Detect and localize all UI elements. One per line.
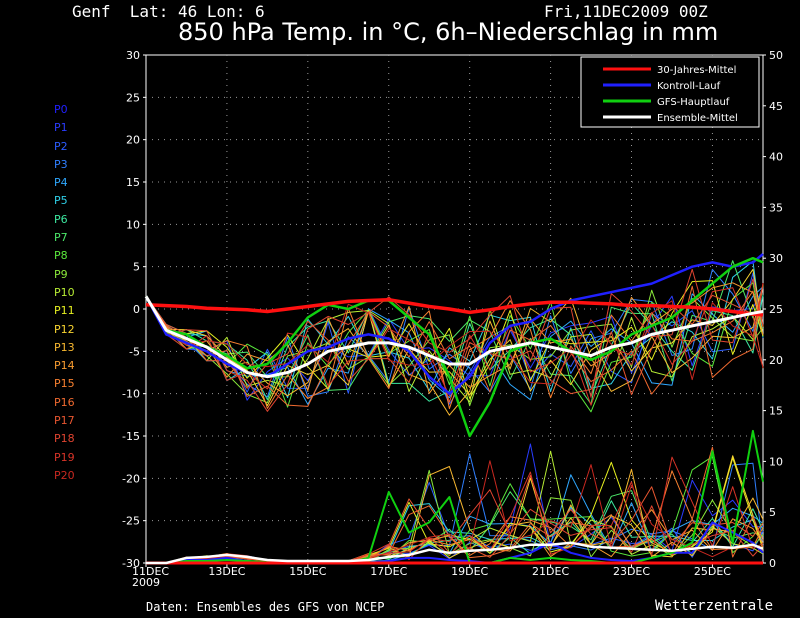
y-right-tick-label: 40 bbox=[769, 151, 783, 164]
member-label: P3 bbox=[54, 157, 68, 171]
member-label: P15 bbox=[54, 377, 75, 391]
x-tick-label: 23DEC bbox=[613, 565, 650, 578]
gfs-main-temp-line bbox=[144, 256, 764, 438]
member-label: P20 bbox=[54, 468, 75, 482]
member-label: P19 bbox=[54, 450, 75, 464]
member-label: P6 bbox=[54, 212, 68, 226]
y-left-tick-label: 25 bbox=[126, 91, 140, 104]
x-tick-label: 17DEC bbox=[370, 565, 407, 578]
legend-label: Kontroll-Lauf bbox=[657, 81, 721, 92]
member-label: P1 bbox=[54, 121, 68, 135]
member-temp-line bbox=[145, 294, 764, 403]
member-label: P18 bbox=[54, 432, 75, 446]
climate-mean-temp-line bbox=[145, 297, 764, 317]
y-left-tick-label: 0 bbox=[133, 303, 140, 316]
member-label: P8 bbox=[54, 249, 68, 263]
legend-label: 30-Jahres-Mittel bbox=[657, 65, 736, 76]
y-right-tick-label: 25 bbox=[769, 303, 783, 316]
legend-label: Ensemble-Mittel bbox=[657, 113, 738, 124]
member-label: P7 bbox=[54, 231, 68, 245]
y-left-tick-label: 20 bbox=[126, 134, 140, 147]
y-right-tick-label: 0 bbox=[769, 557, 776, 570]
run-date-label: Fri,11DEC2009 00Z bbox=[544, 2, 708, 21]
y-left-tick-label: 10 bbox=[126, 218, 140, 231]
x-tick-label: 25DEC bbox=[694, 565, 731, 578]
member-label: P13 bbox=[54, 340, 75, 354]
member-label: P9 bbox=[54, 267, 68, 281]
location-label: Genf Lat: 46 Lon: 6 bbox=[72, 2, 265, 21]
y-right-tick-label: 20 bbox=[769, 354, 783, 367]
x-tick-label: 21DEC bbox=[532, 565, 569, 578]
member-temp-line bbox=[145, 296, 764, 385]
ensemble-mean-temp-line bbox=[144, 295, 764, 379]
y-right-tick-label: 30 bbox=[769, 252, 783, 265]
member-temp-line bbox=[145, 268, 764, 406]
member-label: P4 bbox=[54, 176, 68, 190]
y-left-tick-label: -10 bbox=[122, 388, 140, 401]
y-right-tick-label: 45 bbox=[769, 100, 783, 113]
y-left-tick-label: 5 bbox=[133, 261, 140, 274]
member-label: P5 bbox=[54, 194, 68, 208]
y-left-tick-label: -5 bbox=[129, 345, 140, 358]
gfs-main-precip-line bbox=[146, 429, 764, 564]
member-label: P0 bbox=[54, 103, 68, 116]
member-label: P14 bbox=[54, 359, 75, 373]
x-tick-label: 13DEC bbox=[208, 565, 245, 578]
y-right-tick-label: 5 bbox=[769, 506, 776, 519]
y-left-tick-label: -20 bbox=[122, 472, 140, 485]
data-source-label: Daten: Ensembles des GFS von NCEP bbox=[146, 600, 385, 614]
ensemble-member-list: P0 P1 P2 P3 P4 P5 P6 P7 P8 P9 P10 P11 P12 P13 P14 P15 P1… bbox=[54, 101, 75, 485]
member-temp-line bbox=[145, 289, 764, 407]
member-label: P2 bbox=[54, 139, 68, 153]
x-tick-label: 2009 bbox=[132, 576, 160, 589]
y-left-tick-label: 30 bbox=[126, 49, 140, 62]
y-left-tick-label: -15 bbox=[122, 430, 140, 443]
y-right-tick-label: 15 bbox=[769, 405, 783, 418]
x-tick-label: 19DEC bbox=[451, 565, 488, 578]
member-label: P11 bbox=[54, 304, 75, 318]
member-precip-line bbox=[146, 474, 764, 564]
x-tick-label: 11DEC bbox=[132, 565, 169, 578]
member-label: P10 bbox=[54, 285, 75, 299]
y-left-tick-label: -30 bbox=[122, 557, 140, 570]
member-label: P12 bbox=[54, 322, 75, 336]
member-label: P17 bbox=[54, 414, 75, 428]
legend-label: GFS-Hauptlauf bbox=[657, 97, 730, 108]
y-left-tick-label: -25 bbox=[122, 515, 140, 528]
y-right-tick-label: 35 bbox=[769, 201, 783, 214]
x-tick-label: 15DEC bbox=[289, 565, 326, 578]
member-temp-line bbox=[145, 282, 764, 413]
y-left-tick-label: 15 bbox=[126, 176, 140, 189]
chart-title: 850 hPa Temp. in °C, 6h–Niederschlag in … bbox=[178, 18, 719, 46]
ensemble-mean-precip-line bbox=[146, 541, 764, 565]
y-right-tick-label: 10 bbox=[769, 455, 783, 468]
member-label: P16 bbox=[54, 395, 75, 409]
member-temp-line bbox=[145, 283, 764, 407]
y-right-tick-label: 50 bbox=[769, 49, 783, 62]
member-temp-line bbox=[145, 268, 764, 412]
brand-label: Wetterzentrale bbox=[655, 598, 774, 614]
